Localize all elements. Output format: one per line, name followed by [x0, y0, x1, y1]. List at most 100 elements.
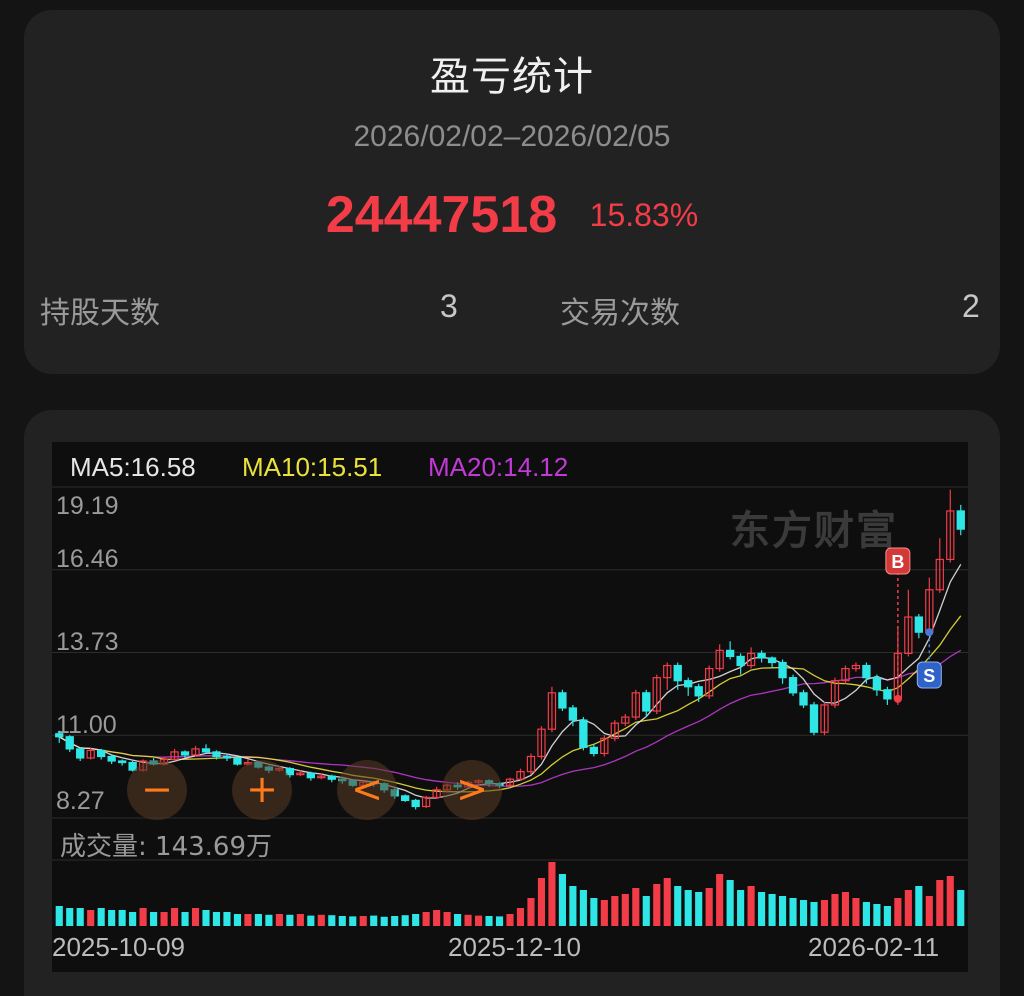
- sell-marker: [916, 661, 942, 689]
- volume-bar: [150, 912, 158, 926]
- candle-body: [107, 755, 116, 762]
- candle-body: [778, 661, 787, 679]
- volume-bar: [737, 890, 745, 926]
- next-button[interactable]: >: [442, 760, 502, 820]
- candle-body: [663, 664, 672, 679]
- volume-bar: [422, 912, 430, 926]
- volume-bar: [695, 892, 703, 926]
- hold-days-value: 3: [440, 288, 458, 324]
- candle-body: [862, 664, 871, 679]
- candle-body: [505, 778, 515, 786]
- volume-bar: [915, 886, 923, 926]
- volume-bar: [611, 896, 619, 926]
- candle-body: [222, 755, 232, 759]
- volume-bar: [317, 914, 325, 926]
- volume-bar: [191, 908, 200, 926]
- candle-body: [673, 664, 682, 682]
- candle-body: [935, 558, 944, 591]
- sell-point: [925, 628, 934, 637]
- candle-body: [86, 749, 95, 759]
- candle-body: [631, 692, 640, 718]
- volume-bar: [391, 916, 399, 926]
- volume-bar: [894, 898, 902, 926]
- candle-body: [946, 510, 955, 561]
- volume-bar: [684, 890, 692, 926]
- pnl-row: 24447518 15.83%: [0, 185, 1024, 245]
- prev-button[interactable]: <: [337, 760, 397, 820]
- candle-body: [568, 707, 578, 721]
- volume-bar: [831, 894, 839, 926]
- candle-body: [547, 692, 557, 730]
- volume-bar: [401, 915, 409, 926]
- volume-bar: [97, 908, 105, 926]
- volume-bar: [883, 906, 891, 926]
- volume-bar: [296, 914, 304, 926]
- volume-bar: [87, 910, 95, 926]
- zoom-in-button[interactable]: +: [232, 760, 292, 820]
- volume-bar: [548, 862, 556, 926]
- volume-bar: [716, 874, 724, 926]
- volume-bar: [223, 912, 231, 926]
- candle-body: [296, 772, 305, 776]
- candle-body: [610, 722, 619, 739]
- candle-body: [170, 751, 179, 761]
- candle-body: [76, 748, 85, 759]
- volume-bar: [129, 912, 137, 926]
- y-tick-label: 11.00: [56, 711, 117, 739]
- y-tick-label: 8.27: [56, 787, 105, 815]
- candle-body: [212, 751, 221, 758]
- volume-bar: [464, 914, 472, 926]
- volume-bar: [55, 906, 63, 926]
- y-tick-label: 19.19: [56, 492, 119, 520]
- candle-body: [600, 737, 609, 755]
- volume-bar: [506, 914, 514, 926]
- y-tick-label: 13.73: [56, 628, 119, 656]
- candle-body: [117, 760, 127, 764]
- candle-body: [558, 692, 567, 709]
- volume-bar: [621, 894, 629, 926]
- candle-body: [432, 789, 441, 798]
- candle-body: [327, 775, 336, 780]
- buy-marker-label: B: [891, 552, 904, 572]
- candle-body: [820, 704, 829, 733]
- candle-body: [201, 748, 211, 753]
- candle-body: [306, 772, 315, 779]
- y-tick-label: 16.46: [56, 545, 119, 573]
- volume-label: 成交量: 143.69万: [60, 832, 272, 862]
- volume-bar: [275, 914, 283, 926]
- candle-body: [883, 689, 892, 700]
- candle-body: [841, 667, 850, 682]
- volume-bar: [873, 904, 881, 926]
- volume-bar: [653, 884, 661, 926]
- candle-body: [621, 716, 630, 724]
- volume-bar: [936, 880, 944, 926]
- volume-bar: [254, 914, 262, 926]
- volume-bar: [516, 908, 525, 926]
- candle-body: [705, 667, 714, 697]
- candle-body: [757, 652, 766, 659]
- volume-bar: [674, 886, 682, 926]
- volume-bar: [181, 912, 189, 926]
- candle-body: [799, 692, 808, 706]
- volume-bar: [474, 915, 483, 926]
- hold-days-label: 持股天数: [40, 296, 160, 331]
- zoom-out-button[interactable]: −: [127, 760, 187, 820]
- volume-bar: [139, 908, 147, 926]
- candle-body: [516, 771, 525, 780]
- volume-bar: [380, 916, 388, 926]
- volume-bar: [904, 890, 912, 926]
- candle-body: [317, 775, 326, 779]
- x-tick-label: 2025-10-09: [52, 932, 185, 962]
- ma10-legend: MA10:15.51: [242, 452, 383, 482]
- candle-body: [872, 677, 882, 691]
- volume-bar: [118, 910, 126, 926]
- volume-bar: [454, 914, 462, 926]
- candle-body: [642, 692, 651, 712]
- candle-body: [767, 657, 777, 664]
- volume-bar: [433, 910, 441, 926]
- candle-body: [401, 795, 410, 802]
- volume-bar: [443, 912, 451, 926]
- volume-bar: [705, 888, 713, 926]
- volume-bar: [726, 880, 734, 926]
